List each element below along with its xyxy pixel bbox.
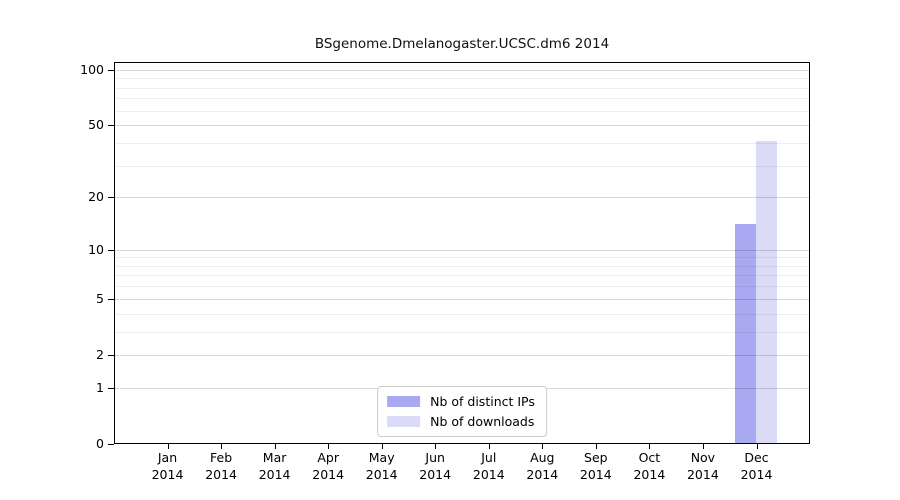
y-tick-label: 100 — [80, 61, 104, 77]
x-tick-label: Jul 2014 — [457, 449, 521, 483]
x-tick-label: Mar 2014 — [243, 449, 307, 483]
y-tick-label: 20 — [88, 189, 104, 205]
x-tick-year: 2014 — [419, 467, 452, 482]
legend: Nb of distinct IPs Nb of downloads — [377, 386, 547, 437]
gridline-minor — [115, 286, 809, 288]
x-tick-year: 2014 — [526, 467, 559, 482]
legend-item-distinct-ips: Nb of distinct IPs — [387, 394, 535, 409]
x-tick-year: 2014 — [633, 467, 666, 482]
x-tick-label: Aug 2014 — [510, 449, 574, 483]
y-tick-mark — [108, 354, 114, 356]
x-tick-mark — [702, 444, 704, 449]
bar-nb-of-downloads — [756, 140, 778, 443]
x-tick-mark — [381, 444, 383, 449]
y-tick-mark — [108, 69, 114, 71]
x-tick-year: 2014 — [472, 467, 505, 482]
x-tick-year: 2014 — [258, 467, 291, 482]
legend-label: Nb of distinct IPs — [430, 394, 535, 409]
x-tick-mark — [221, 444, 223, 449]
x-tick-year: 2014 — [151, 467, 184, 482]
gridline-minor — [115, 142, 809, 144]
x-tick-year: 2014 — [740, 467, 773, 482]
x-tick-label: Feb 2014 — [189, 449, 253, 483]
gridline-minor — [115, 265, 809, 267]
legend-swatch-downloads — [387, 416, 421, 427]
x-tick-mark — [756, 444, 758, 449]
x-tick-mark — [167, 444, 169, 449]
x-tick-year: 2014 — [686, 467, 719, 482]
y-tick-label: 1 — [96, 379, 104, 395]
legend-item-downloads: Nb of downloads — [387, 414, 535, 429]
gridline-minor — [115, 331, 809, 333]
x-tick-mark — [435, 444, 437, 449]
gridline-major — [115, 298, 809, 300]
x-tick-label: Dec 2014 — [725, 449, 789, 483]
gridline-minor — [115, 87, 809, 89]
x-tick-label: Sep 2014 — [564, 449, 628, 483]
x-tick-mark — [274, 444, 276, 449]
gridline-major — [115, 197, 809, 199]
legend-swatch-distinct-ips — [387, 396, 421, 407]
gridline-minor — [115, 78, 809, 80]
x-tick-year: 2014 — [579, 467, 612, 482]
x-tick-label: Apr 2014 — [296, 449, 360, 483]
y-tick-label: 0 — [96, 436, 104, 451]
x-tick-label: Jun 2014 — [403, 449, 467, 483]
x-tick-year: 2014 — [205, 467, 237, 482]
x-tick-label: Jan 2014 — [136, 449, 200, 483]
x-tick-year: 2014 — [365, 467, 398, 482]
y-tick-label: 2 — [96, 346, 104, 362]
x-tick-label: May 2014 — [350, 449, 414, 483]
x-tick-year: 2014 — [312, 467, 345, 482]
gridline-minor — [115, 110, 809, 112]
y-tick-mark — [108, 197, 114, 199]
legend-label: Nb of downloads — [430, 414, 535, 429]
chart-title: BSgenome.Dmelanogaster.UCSC.dm6 2014 — [314, 36, 610, 52]
gridline-minor — [115, 313, 809, 315]
x-tick-mark — [542, 444, 544, 449]
y-tick-label: 50 — [88, 117, 104, 133]
gridline-minor — [115, 165, 809, 167]
gridline-major — [115, 249, 809, 251]
y-tick-mark — [108, 387, 114, 389]
y-tick-mark — [108, 298, 114, 300]
x-tick-label: Nov 2014 — [671, 449, 735, 483]
gridline-major — [115, 354, 809, 356]
gridline-minor — [115, 98, 809, 100]
y-tick-mark — [108, 249, 114, 251]
y-tick-mark — [108, 125, 114, 127]
x-tick-mark — [328, 444, 330, 449]
y-tick-label: 10 — [88, 241, 104, 257]
gridline-major — [115, 69, 809, 71]
x-tick-mark — [488, 444, 490, 449]
x-tick-label: Oct 2014 — [617, 449, 681, 483]
y-tick-mark — [108, 444, 114, 445]
gridline-minor — [115, 275, 809, 277]
x-tick-mark — [649, 444, 651, 449]
gridline-major — [115, 125, 809, 127]
y-tick-label: 5 — [96, 290, 104, 306]
x-tick-mark — [595, 444, 597, 449]
gridline-minor — [115, 257, 809, 259]
